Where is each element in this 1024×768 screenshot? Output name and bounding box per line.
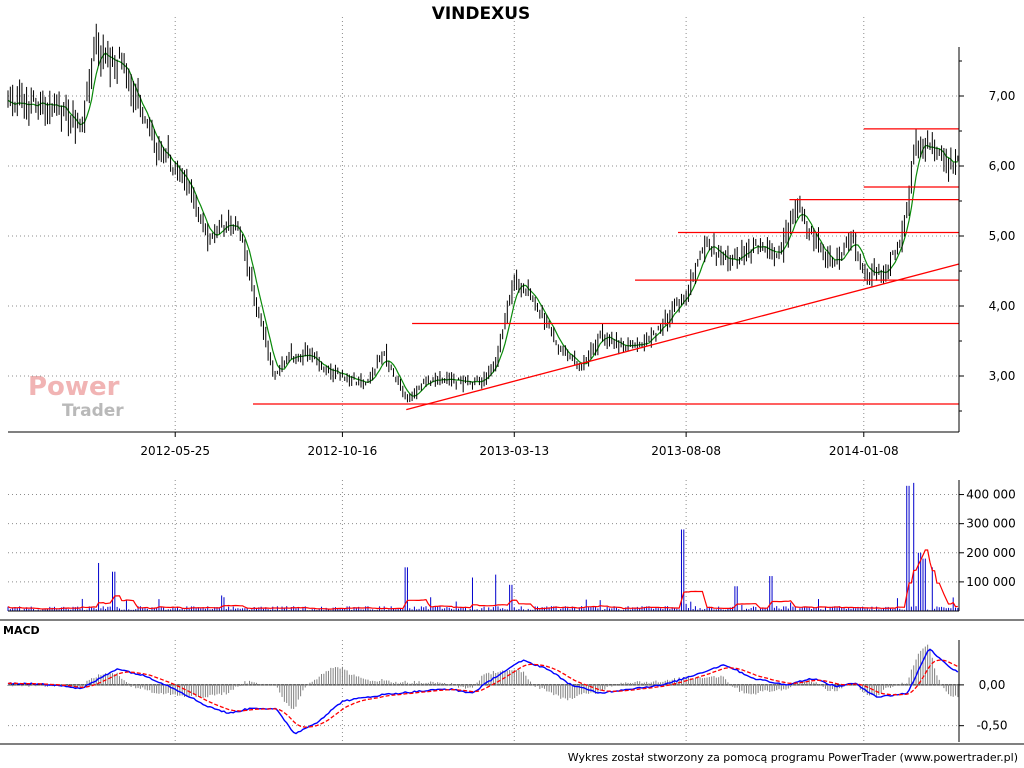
price-tick-label: 3,00 xyxy=(989,369,1016,383)
watermark-power: Power xyxy=(28,372,120,402)
macd-axis: -0,50 0,00 xyxy=(958,640,1008,742)
x-tick-label: 2012-05-25 xyxy=(140,444,210,458)
chart-title: VINDEXUS xyxy=(432,4,531,24)
price-tick-label: 4,00 xyxy=(989,299,1016,313)
price-tick-label: 5,00 xyxy=(989,229,1016,243)
macd-panel-label: MACD xyxy=(3,624,40,637)
macd-lines-group xyxy=(7,648,959,735)
volume-panel: 100 000 200 000 300 000 400 000 xyxy=(0,480,1024,621)
footer-credit: Wykres został stworzony za pomocą progra… xyxy=(568,751,1018,764)
price-panel: 3,00 4,00 5,00 6,00 7,00 2012-05-25 2012-10-1… xyxy=(7,17,1016,458)
candles-group xyxy=(7,23,959,403)
macd-tick-label: -0,50 xyxy=(976,719,1007,733)
volume-tick-label: 100 000 xyxy=(966,575,1016,589)
macd-tick-label: 0,00 xyxy=(979,678,1006,692)
x-tick-label: 2014-01-08 xyxy=(829,444,899,458)
macd-panel: MACD -0,50 0,00 xyxy=(0,624,1024,745)
date-axis: 2012-05-25 2012-10-16 2013-03-13 2013-08-08… xyxy=(8,431,959,458)
x-tick-label: 2012-10-16 xyxy=(308,444,378,458)
powertrader-logo: Power Trader xyxy=(28,372,124,421)
macd-signal-line xyxy=(7,659,959,728)
macd-histogram-group xyxy=(7,644,959,709)
watermark-trader: Trader xyxy=(62,401,124,421)
trend-line xyxy=(406,263,960,411)
x-tick-label: 2013-08-08 xyxy=(651,444,721,458)
volume-average-group xyxy=(7,549,958,610)
volume-tick-label: 300 000 xyxy=(966,517,1016,531)
x-tick-label: 2013-03-13 xyxy=(479,444,549,458)
volume-average-line xyxy=(7,549,958,610)
volume-axis: 100 000 200 000 300 000 400 000 xyxy=(8,480,1016,612)
volume-grid xyxy=(8,480,959,611)
price-tick-label: 7,00 xyxy=(989,89,1016,103)
volume-tick-label: 400 000 xyxy=(966,488,1016,502)
volume-tick-label: 200 000 xyxy=(966,546,1016,560)
macd-line xyxy=(7,648,959,735)
price-tick-label: 6,00 xyxy=(989,159,1016,173)
support-lines-group xyxy=(253,128,960,411)
price-axis: 3,00 4,00 5,00 6,00 7,00 xyxy=(958,47,1016,432)
